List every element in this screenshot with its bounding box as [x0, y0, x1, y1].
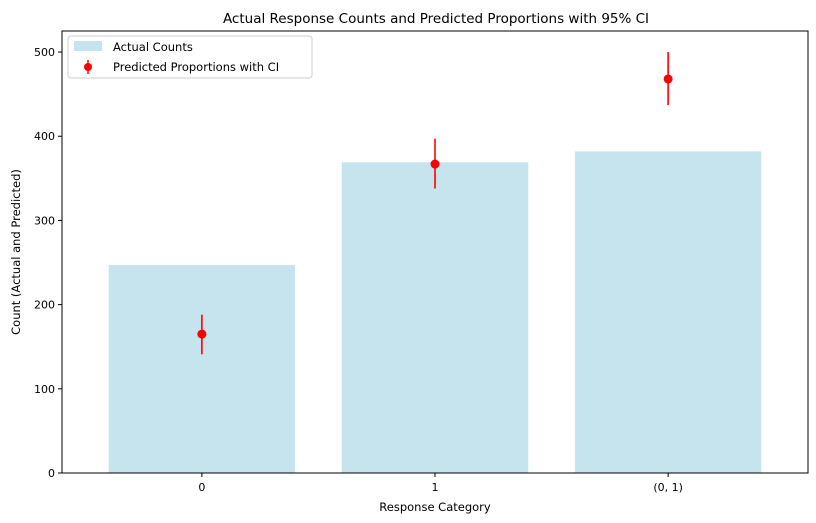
y-tick-label-1: 100: [34, 383, 55, 396]
legend: Actual Counts Predicted Proportions with…: [67, 35, 313, 79]
y-tick-label-2: 200: [34, 299, 55, 312]
predicted-point-2: [663, 74, 673, 84]
chart-title: Actual Response Counts and Predicted Pro…: [223, 11, 649, 27]
bars-layer: [108, 151, 762, 473]
x-axis-ticks: 0 1 (0, 1): [198, 473, 683, 494]
bar-2: [574, 151, 762, 473]
bar-1: [341, 162, 529, 473]
x-tick-label-1: 1: [432, 481, 439, 494]
legend-frame: [67, 35, 313, 79]
legend-errorbar-swatch-marker: [84, 63, 92, 71]
y-tick-label-4: 400: [34, 130, 55, 143]
legend-label-actual-counts: Actual Counts: [113, 40, 193, 54]
predicted-point-0: [197, 329, 207, 339]
x-tick-label-0: 0: [198, 481, 205, 494]
y-tick-label-3: 300: [34, 214, 55, 227]
y-axis-label: Count (Actual and Predicted): [9, 169, 23, 335]
legend-bar-swatch: [74, 41, 102, 51]
y-tick-label-0: 0: [48, 467, 55, 480]
y-axis-ticks: 0 100 200 300 400 500: [34, 46, 62, 480]
predicted-point-1: [430, 159, 440, 169]
x-axis-label: Response Category: [379, 500, 491, 514]
x-tick-label-2: (0, 1): [653, 481, 683, 494]
legend-label-predicted-proportions: Predicted Proportions with CI: [113, 60, 279, 74]
bar-0: [108, 265, 296, 473]
y-tick-label-5: 500: [34, 46, 55, 59]
errorbar-layer: [197, 52, 673, 355]
